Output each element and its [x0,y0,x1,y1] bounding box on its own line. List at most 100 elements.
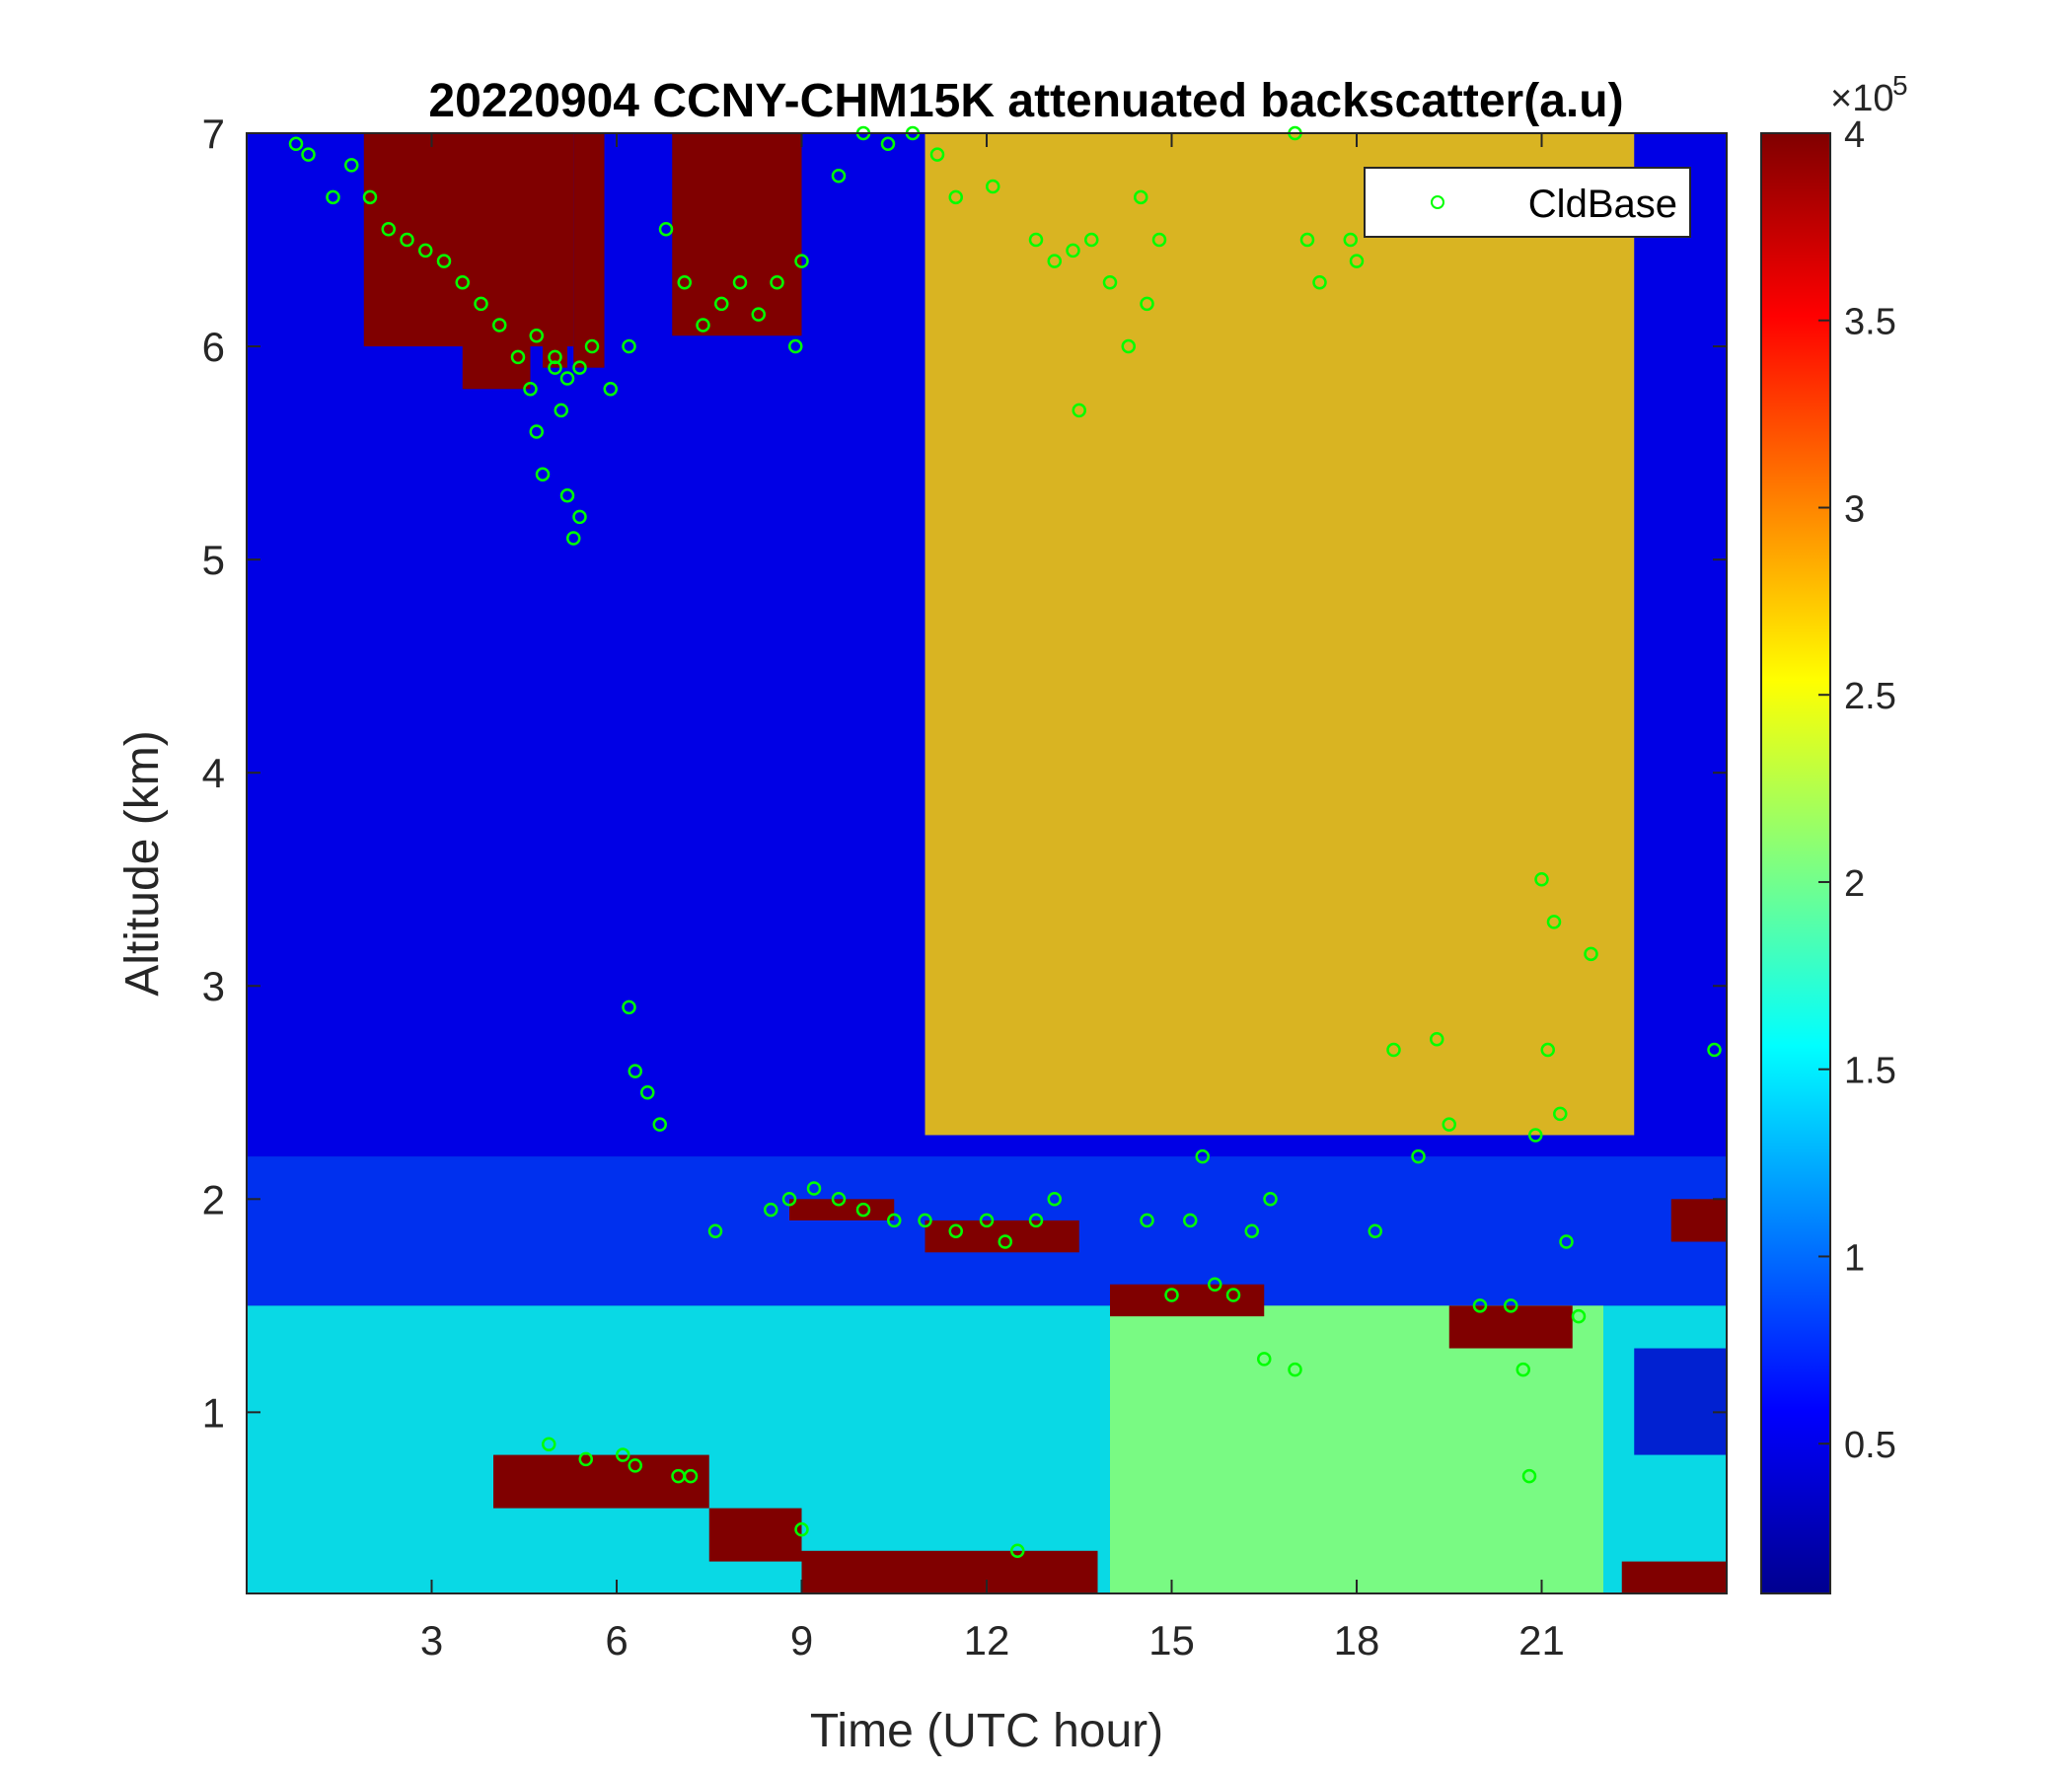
cldbase-marker [794,254,809,268]
cldbase-marker [1349,254,1365,268]
plot-area [246,125,1728,1594]
x-tick-label: 21 [1518,1617,1565,1664]
high-backscatter-region [1621,1561,1727,1593]
cldbase-marker [584,338,600,354]
y-tick-label: 6 [202,324,225,370]
cldbase-marker [344,158,359,173]
cldbase-marker [474,296,488,312]
x-axis-label: Time (UTC hour) [810,1705,1163,1757]
cldbase-marker [1151,232,1167,248]
x-tick-label: 6 [605,1617,628,1664]
cldbase-marker [1208,1277,1222,1292]
cldbase-marker [510,349,526,365]
colorbar-multiplier: ×10 [1830,78,1893,119]
cldbase-marker [572,509,587,525]
cldbase-marker [1263,1192,1278,1207]
x-tick-label: 9 [790,1617,813,1664]
x-tick-label: 15 [1148,1617,1195,1664]
cldbase-marker [1047,1192,1062,1207]
cldbase-marker [1028,1213,1044,1228]
chart-title: 20220904 CCNY-CHM15K attenuated backscat… [428,75,1623,127]
backscatter-region [1110,1305,1603,1593]
backscatter-region [925,133,1635,1136]
legend-marker [1431,195,1444,209]
cldbase-marker [696,318,710,333]
cldbase-marker [1534,871,1549,887]
y-tick-label: 1 [202,1389,225,1436]
cldbase-marker [831,1192,847,1207]
cldbase-marker [979,1213,995,1228]
y-tick-label: 7 [202,111,225,157]
cldbase-marker [1521,1468,1537,1484]
cldbase-marker [732,274,748,290]
y-tick-label: 3 [202,963,225,1009]
cldbase-marker [1134,189,1148,205]
backscatter-region [1634,1348,1727,1455]
cldbase-marker [1584,946,1598,962]
cldbase-marker [554,403,568,418]
cldbase-marker [683,1468,699,1484]
high-backscatter-region [1670,1199,1727,1242]
colorbar-exponent: 5 [1892,70,1908,101]
cldbase-marker [455,274,470,290]
cldbase-marker [301,147,316,162]
cldbase-marker [794,1521,809,1537]
cldbase-marker [751,307,766,322]
cldbase-marker [1028,232,1044,248]
x-tick-label: 12 [964,1617,1010,1664]
cldbase-marker [1183,1213,1198,1228]
cldbase-marker [436,254,452,268]
cldbase-marker [929,147,945,162]
high-backscatter-region [1110,1284,1265,1317]
cldbase-marker [1102,274,1118,290]
cldbase-marker [788,338,803,354]
colorbar-tick-label: 4 [1844,114,1865,156]
cldbase-marker [986,179,1000,194]
y-tick-label: 5 [202,537,225,583]
cldbase-marker [529,329,544,343]
cldbase-marker [831,168,847,184]
cldbase-marker [628,1064,642,1078]
cldbase-marker [622,999,636,1015]
cldbase-marker [652,1117,667,1132]
high-backscatter-region [708,1508,802,1562]
cldbase-marker [1411,1148,1426,1164]
cldbase-marker [622,338,636,354]
cldbase-marker [640,1085,655,1100]
cldbase-marker [1257,1352,1272,1367]
cldbase-marker [1553,1106,1568,1122]
cldbase-marker [880,136,896,152]
cldbase-marker [1571,1308,1587,1324]
cldbase-marker [1244,1223,1259,1238]
cldbase-marker [658,221,674,237]
cldbase-marker [707,1223,723,1238]
high-backscatter-region [672,133,802,336]
colorbar-tick-label: 0.5 [1844,1425,1896,1466]
high-backscatter-region [462,260,531,390]
colorbar-tick-label: 1.5 [1844,1051,1896,1092]
cldbase-marker [523,382,538,397]
cldbase-marker [1386,1042,1401,1058]
cldbase-marker [578,1451,593,1467]
y-tick-label: 2 [202,1176,225,1222]
colorbar-tick-label: 2 [1844,863,1865,905]
cldbase-marker [714,296,729,312]
cldbase-marker [1368,1223,1382,1238]
cldbase-marker [559,488,575,503]
cldbase-marker [806,1181,822,1196]
cldbase-marker [559,371,575,386]
high-backscatter-region [789,1199,895,1221]
colorbar-tick-label: 3.5 [1844,302,1896,343]
cldbase-marker [1559,1234,1574,1249]
legend-box [1364,167,1691,238]
cldbase-marker [1442,1117,1456,1132]
cldbase-marker [1343,232,1358,248]
x-tick-label: 3 [420,1617,443,1664]
cldbase-marker [542,1437,556,1452]
cldbase-marker [677,274,692,290]
cldbase-marker [362,189,378,205]
cldbase-marker [1430,1031,1444,1047]
high-backscatter-region [573,133,605,368]
cldbase-marker [781,1192,797,1207]
